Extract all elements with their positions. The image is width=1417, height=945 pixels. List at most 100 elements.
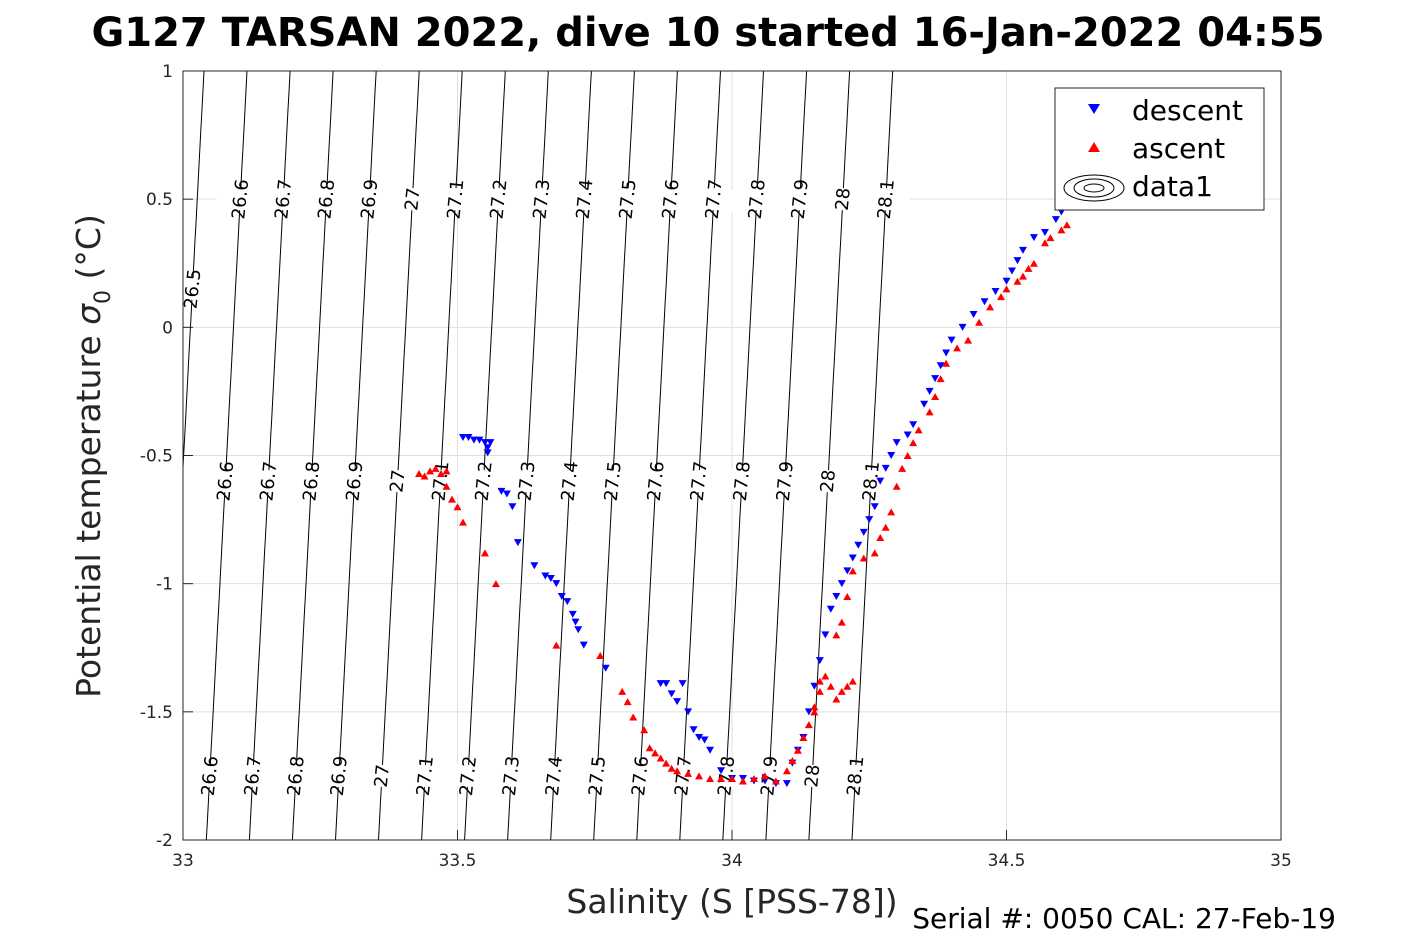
ascent-point bbox=[898, 464, 907, 472]
contour-label-bg bbox=[372, 467, 423, 495]
contour-label-bg bbox=[415, 467, 466, 495]
descent-point bbox=[689, 726, 698, 734]
descent-point bbox=[678, 680, 687, 688]
ascent-point bbox=[810, 703, 819, 711]
contour-label-bg bbox=[602, 185, 653, 213]
x-tick-label: 33 bbox=[172, 851, 194, 871]
descent-point bbox=[887, 452, 896, 459]
ascent-point bbox=[437, 469, 446, 477]
contour-label-bg bbox=[215, 185, 266, 213]
ascent-point bbox=[552, 641, 561, 649]
contour-label-bg bbox=[200, 467, 251, 495]
contour-label-bg bbox=[356, 762, 407, 790]
ascent-point bbox=[964, 336, 973, 344]
contour-label: 27.3 bbox=[499, 755, 524, 797]
descent-point bbox=[717, 767, 726, 775]
contour-label: 27.7 bbox=[687, 460, 712, 502]
contour-label-bg bbox=[774, 185, 825, 213]
ascent-point bbox=[821, 672, 830, 680]
descent-point bbox=[1013, 257, 1022, 265]
ascent-point bbox=[1029, 259, 1038, 267]
contour-label: 26.9 bbox=[357, 178, 382, 220]
descent-point bbox=[942, 349, 951, 357]
descent-point bbox=[513, 539, 522, 547]
ascent-point bbox=[442, 467, 451, 475]
ascent-point bbox=[848, 567, 857, 575]
descent-point bbox=[656, 680, 665, 688]
contour-label: 26.7 bbox=[271, 178, 296, 220]
ascent-point bbox=[843, 592, 852, 600]
descent-point bbox=[571, 618, 580, 626]
ascent-point bbox=[887, 508, 896, 516]
descent-point bbox=[931, 375, 940, 383]
contour-label: 27.9 bbox=[773, 460, 798, 502]
descent-point bbox=[826, 605, 835, 613]
x-ticks: 33 33.5 34 34.5 35 bbox=[172, 830, 1292, 871]
ascent-point bbox=[640, 726, 649, 734]
descent-point bbox=[854, 541, 863, 549]
descent-point bbox=[870, 503, 879, 511]
ascent-point bbox=[870, 549, 879, 557]
contour-labels: 26.5 26.6 26.6 26.6 26.7 26.7 26.7 26.8 26.8 26.8… bbox=[167, 178, 911, 797]
ascent-point bbox=[942, 359, 951, 367]
ascent-point bbox=[706, 774, 715, 782]
contour-label: 27.3 bbox=[530, 178, 555, 220]
ascent-point bbox=[596, 651, 605, 659]
ascent-point bbox=[925, 408, 934, 416]
contour-label: 27.6 bbox=[644, 460, 669, 502]
ascent-point bbox=[1002, 285, 1011, 293]
x-tick-label: 34 bbox=[721, 851, 743, 871]
y-tick-label: 1 bbox=[162, 62, 173, 82]
ascent-point bbox=[909, 439, 918, 447]
ascent-point bbox=[832, 695, 841, 703]
contour-label: 28 bbox=[817, 469, 840, 494]
ascent-point bbox=[717, 774, 726, 782]
contour-label: 27.1 bbox=[413, 755, 438, 797]
descent-point bbox=[969, 311, 978, 319]
chart-title: G127 TARSAN 2022, dive 10 started 16-Jan… bbox=[91, 10, 1324, 56]
contour-label: 27.5 bbox=[601, 460, 626, 502]
ascent-point bbox=[1024, 264, 1033, 272]
contour-label: 27.2 bbox=[472, 460, 497, 502]
ascent-point bbox=[903, 452, 912, 459]
contour-label-bg bbox=[830, 762, 881, 790]
descent-point bbox=[483, 444, 492, 452]
ascent-point bbox=[826, 682, 835, 690]
y-tick-label: -1 bbox=[156, 575, 173, 595]
ascent-point bbox=[859, 554, 868, 562]
y-tick-label: 0.5 bbox=[146, 190, 173, 210]
contour-label-bg bbox=[731, 185, 782, 213]
ascent-point bbox=[843, 682, 852, 690]
ascent-point bbox=[832, 631, 841, 639]
contour-label-bg bbox=[329, 467, 380, 495]
descent-point bbox=[458, 434, 467, 442]
contour-label: 26.9 bbox=[342, 460, 367, 502]
descent-point bbox=[483, 449, 492, 457]
descent-point bbox=[991, 287, 1000, 295]
contour-label: 27.1 bbox=[443, 178, 468, 220]
contour-label: 26.8 bbox=[284, 755, 309, 797]
descent-point bbox=[530, 562, 539, 570]
ascent-point bbox=[695, 772, 704, 780]
descent-point bbox=[662, 680, 671, 688]
descent-point bbox=[579, 641, 588, 649]
contour-label-bg bbox=[572, 762, 623, 790]
contour-label-bg bbox=[184, 762, 235, 790]
descent-point bbox=[480, 439, 489, 447]
ascent-point bbox=[448, 495, 457, 503]
y-axis-label-subscript: 0 bbox=[91, 290, 116, 304]
contour-label-bg bbox=[399, 762, 450, 790]
ascent-point bbox=[1040, 239, 1049, 247]
ascent-point bbox=[426, 467, 435, 475]
ascent-point bbox=[876, 534, 885, 542]
descent-point bbox=[1002, 277, 1011, 285]
ascent-point bbox=[804, 721, 813, 729]
contour-label-bg bbox=[442, 762, 494, 790]
legend-descent-marker bbox=[1088, 104, 1100, 114]
ascent-point bbox=[491, 580, 500, 588]
contour-label-bg bbox=[387, 185, 438, 213]
serial-cal-footer: Serial #: 0050 CAL: 27-Feb-19 bbox=[912, 902, 1336, 935]
descent-point bbox=[892, 439, 901, 447]
contour-label: 26.7 bbox=[241, 755, 266, 797]
